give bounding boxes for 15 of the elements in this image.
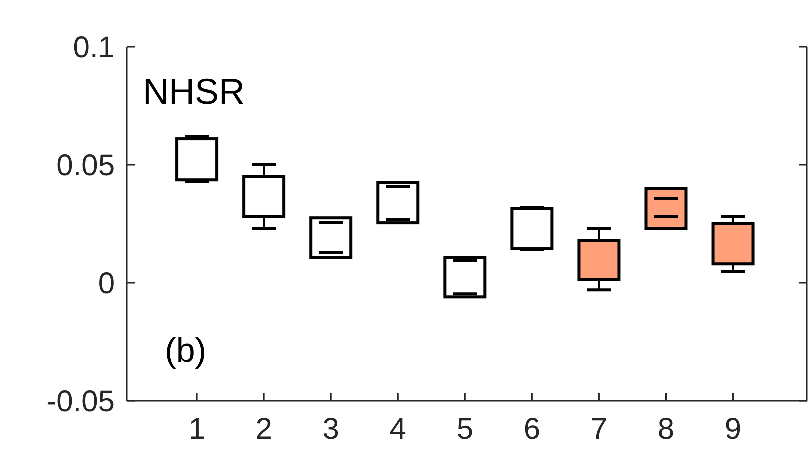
y-tick-label: 0.1 <box>73 32 115 64</box>
y-tick-label: 0.05 <box>56 150 115 182</box>
x-tick-label: 1 <box>188 413 206 446</box>
annotation: (b) <box>165 332 207 370</box>
y-tick-label: -0.05 <box>46 386 115 418</box>
x-tick-label: 8 <box>658 413 675 446</box>
x-tick-label: 7 <box>590 413 608 446</box>
x-tick-label: 9 <box>724 413 742 446</box>
x-tick-label: 2 <box>256 413 272 446</box>
x-tick-label: 3 <box>322 413 340 446</box>
y-tick-label: 0 <box>98 268 115 300</box>
x-tick-label: 5 <box>456 413 474 446</box>
text: NHSR <box>143 71 246 112</box>
x-tick-label: 4 <box>390 413 406 446</box>
x-tick-label: 6 <box>524 413 541 446</box>
